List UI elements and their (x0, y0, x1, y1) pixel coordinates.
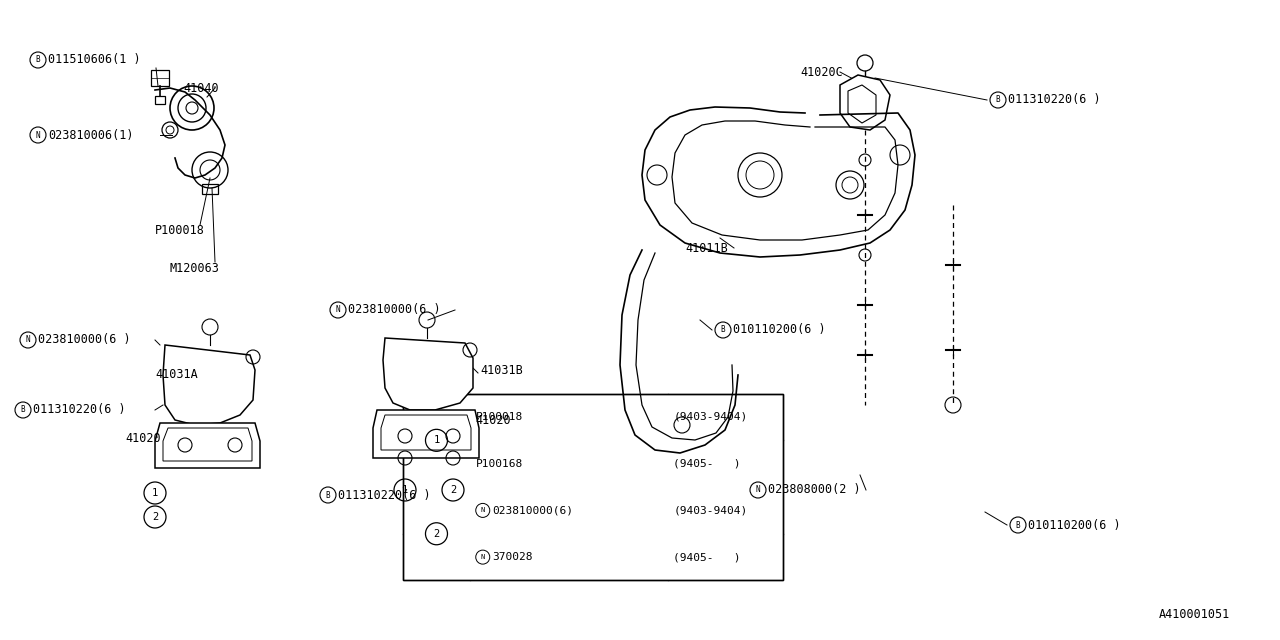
Text: B: B (996, 95, 1000, 104)
Text: 023810006(1): 023810006(1) (49, 129, 133, 141)
Text: 010110200(6 ): 010110200(6 ) (733, 323, 826, 337)
Text: 023810000(6): 023810000(6) (492, 506, 572, 515)
Text: N: N (335, 305, 340, 314)
Polygon shape (155, 423, 260, 468)
Text: B: B (20, 406, 26, 415)
Text: P100168: P100168 (476, 459, 524, 468)
Text: 1: 1 (434, 435, 439, 445)
Text: 2: 2 (152, 512, 159, 522)
Text: N: N (480, 554, 485, 560)
Text: 010110200(6 ): 010110200(6 ) (1028, 518, 1120, 531)
Text: (9403-9404): (9403-9404) (673, 506, 748, 515)
Polygon shape (383, 338, 474, 410)
Text: (9405-   ): (9405- ) (673, 459, 741, 468)
Polygon shape (403, 394, 783, 580)
Text: (9405-   ): (9405- ) (673, 552, 741, 562)
Text: B: B (36, 56, 40, 65)
Text: 41040: 41040 (183, 81, 219, 95)
Text: 41031B: 41031B (480, 364, 522, 376)
Text: N: N (755, 486, 760, 495)
Text: 2: 2 (434, 529, 439, 539)
Text: B: B (1016, 520, 1020, 529)
Text: 2: 2 (449, 485, 456, 495)
Text: 023808000(2 ): 023808000(2 ) (768, 483, 860, 497)
Text: 011310220(6 ): 011310220(6 ) (338, 488, 430, 502)
Text: 41031A: 41031A (155, 369, 197, 381)
Text: 1: 1 (152, 488, 159, 498)
Text: 41011B: 41011B (685, 241, 728, 255)
Text: 011510606(1 ): 011510606(1 ) (49, 54, 141, 67)
Text: 41020C: 41020C (800, 65, 842, 79)
Text: A410001051: A410001051 (1158, 609, 1230, 621)
Text: N: N (36, 131, 40, 140)
Text: 1: 1 (402, 485, 408, 495)
Text: 011310220(6 ): 011310220(6 ) (33, 403, 125, 417)
Text: P100018: P100018 (476, 412, 524, 422)
Text: 370028: 370028 (492, 552, 532, 562)
Text: P100018: P100018 (155, 223, 205, 237)
Text: N: N (26, 335, 31, 344)
Polygon shape (840, 75, 890, 130)
Text: 023810000(6 ): 023810000(6 ) (38, 333, 131, 346)
Text: 011310220(6 ): 011310220(6 ) (1009, 93, 1101, 106)
Text: 41020: 41020 (125, 431, 160, 445)
Polygon shape (372, 410, 479, 458)
Text: B: B (721, 326, 726, 335)
Text: N: N (480, 508, 485, 513)
Text: 41020: 41020 (475, 413, 511, 426)
Polygon shape (163, 345, 255, 425)
Text: M120063: M120063 (170, 262, 220, 275)
Text: (9403-9404): (9403-9404) (673, 412, 748, 422)
Text: B: B (325, 490, 330, 499)
Text: 023810000(6 ): 023810000(6 ) (348, 303, 440, 317)
